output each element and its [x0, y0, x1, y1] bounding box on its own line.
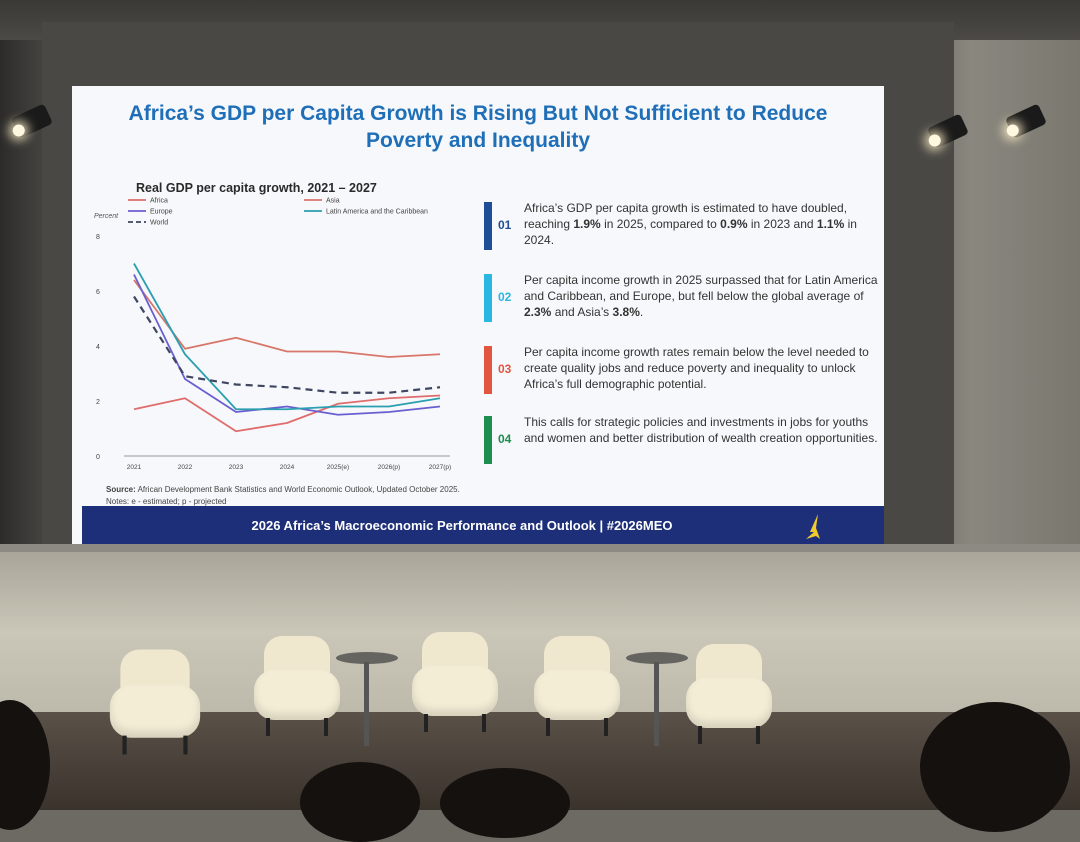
chart-source-note: Source: African Development Bank Statist…: [106, 484, 466, 508]
y-tick-label: 4: [96, 344, 100, 351]
key-point-number: 03: [498, 362, 512, 376]
series-line-asia: [133, 279, 441, 358]
slide-title-line-1: Africa’s GDP per Capita Growth is Rising…: [128, 102, 828, 125]
series-line-europe: [133, 274, 441, 416]
audience-head: [440, 768, 570, 838]
y-tick-label: 2: [96, 399, 100, 406]
armchair: [686, 644, 772, 744]
audience-head: [300, 762, 420, 842]
slide-title-line-2: Poverty and Inequality: [365, 129, 591, 152]
y-tick-label: 8: [96, 234, 100, 241]
side-table: [626, 652, 688, 746]
x-tick-label: 2024: [280, 464, 295, 471]
chart-title: Real GDP per capita growth, 2021 – 2027: [136, 181, 377, 195]
armchair: [534, 636, 620, 736]
key-point-color-bar: [484, 416, 492, 464]
key-point-color-bar: [484, 346, 492, 394]
key-point-number: 02: [498, 290, 512, 304]
key-point-color-bar: [484, 274, 492, 322]
key-point-text: Africa’s GDP per capita growth is estima…: [524, 201, 857, 247]
y-tick-label: 0: [96, 454, 100, 461]
stage-rail: [0, 544, 1080, 552]
side-table: [336, 652, 398, 746]
audience-head: [920, 702, 1070, 832]
legend-label: Latin America and the Caribbean: [326, 209, 428, 216]
key-point-text: Per capita income growth in 2025 surpass…: [524, 273, 878, 319]
y-tick-label: 6: [96, 289, 100, 296]
x-tick-label: 2023: [229, 464, 244, 471]
x-tick-label: 2027(p): [429, 464, 451, 471]
afdb-logo-icon: [806, 514, 820, 539]
slide-footer-banner: 2026 Africa’s Macroeconomic Performance …: [82, 506, 884, 546]
x-tick-label: 2025(e): [327, 464, 349, 471]
armchair: [254, 636, 340, 736]
footer-text: 2026 Africa’s Macroeconomic Performance …: [251, 518, 673, 533]
series-line-latin-america-and-the-caribbean: [133, 263, 441, 411]
x-tick-label: 2021: [127, 464, 142, 471]
legend-label: Africa: [150, 198, 168, 205]
line-chart: Percent 0 2 4 6 8 2021 2022 2023 2024 2025(e) 2026(…: [94, 198, 451, 472]
key-point-text: Per capita income growth rates remain be…: [524, 345, 869, 391]
key-point-color-bar: [484, 202, 492, 250]
slide-title: Africa’s GDP per Capita Growth is Rising…: [72, 100, 884, 154]
series-line-world: [133, 295, 441, 394]
x-tick-label: 2022: [178, 464, 193, 471]
legend-label: Europe: [150, 209, 173, 216]
legend-label: World: [150, 220, 168, 227]
key-point-number: 01: [498, 218, 512, 232]
armchair: [412, 632, 498, 732]
x-tick-label: 2026(p): [378, 464, 400, 471]
presentation-slide: Africa’s GDP per Capita Growth is Rising…: [72, 86, 884, 546]
armchair: [109, 649, 201, 755]
key-point-text: This calls for strategic policies and in…: [524, 415, 878, 445]
series-line-africa: [133, 394, 441, 433]
source-text: African Development Bank Statistics and …: [106, 485, 460, 506]
y-axis-label: Percent: [94, 213, 119, 220]
source-label: Source:: [106, 485, 136, 494]
key-point-number: 04: [498, 432, 512, 446]
legend-label: Asia: [326, 198, 340, 205]
